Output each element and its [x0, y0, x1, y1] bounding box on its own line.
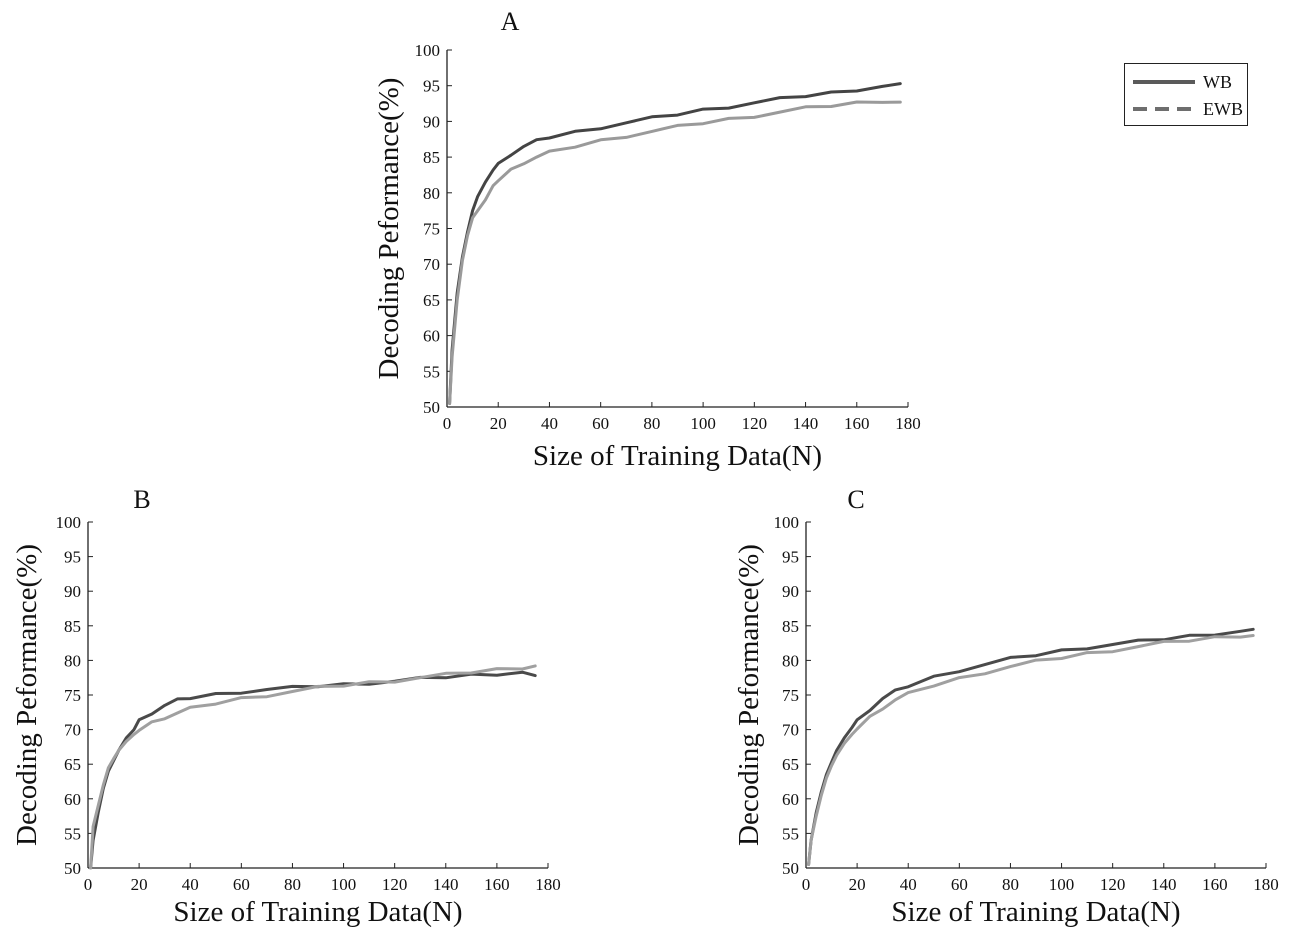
x-axis-label-c: Size of Training Data(N) — [891, 896, 1180, 928]
y-tick-label-c: 75 — [782, 686, 799, 705]
y-tick-label-b: 100 — [56, 513, 82, 532]
x-tick-label-c: 40 — [900, 875, 917, 894]
y-tick-label-a: 90 — [423, 112, 440, 131]
x-tick-label-a: 160 — [844, 414, 870, 433]
x-tick-label-a: 80 — [643, 414, 660, 433]
y-tick-label-b: 65 — [64, 755, 81, 774]
y-tick-label-c: 85 — [782, 617, 799, 636]
y-tick-label-b: 55 — [64, 824, 81, 843]
x-axis-label-b: Size of Training Data(N) — [173, 896, 462, 928]
chart-panel-a: 0 20 40 60 80 100 120 140 160 180 50 55 60 65 70 75 80 85… — [373, 7, 921, 472]
series-line-wb-b — [89, 670, 537, 870]
y-tick-label-b: 80 — [64, 651, 81, 670]
x-axis-label-a: Size of Training Data(N) — [533, 440, 822, 472]
y-tick-label-b: 75 — [64, 686, 81, 705]
y-tick-label-a: 100 — [415, 41, 441, 60]
y-tick-label-b: 60 — [64, 790, 81, 809]
legend-swatch-wb — [1133, 80, 1195, 84]
x-tick-label-a: 40 — [541, 414, 558, 433]
legend-entry-wb: WB — [1133, 68, 1232, 96]
y-tick-label-c: 95 — [782, 548, 799, 567]
x-tick-label-c: 140 — [1151, 875, 1177, 894]
y-tick-label-a: 65 — [423, 291, 440, 310]
y-axis-label-b: Decoding Peformance(%) — [11, 544, 43, 846]
x-tick-label-b: 140 — [433, 875, 459, 894]
x-tick-label-b: 0 — [84, 875, 93, 894]
x-tick-label-a: 180 — [895, 414, 921, 433]
x-tick-label-c: 80 — [1002, 875, 1019, 894]
y-tick-label-a: 70 — [423, 255, 440, 274]
y-tick-label-c: 65 — [782, 755, 799, 774]
x-tick-label-b: 80 — [284, 875, 301, 894]
y-tick-label-a: 80 — [423, 184, 440, 203]
chart-panel-c: 0 20 40 60 80 100 120 140 160 180 50 55 60 65 70 75 80 85… — [733, 485, 1279, 928]
y-tick-label-a: 50 — [423, 398, 440, 417]
y-tick-label-c: 80 — [782, 651, 799, 670]
x-tick-label-c: 0 — [802, 875, 811, 894]
x-tick-label-b: 160 — [484, 875, 510, 894]
legend-label-wb: WB — [1203, 71, 1232, 92]
panel-title-a: A — [501, 7, 520, 36]
y-tick-label-b: 90 — [64, 582, 81, 601]
x-tick-label-b: 100 — [331, 875, 357, 894]
x-tick-label-b: 180 — [535, 875, 561, 894]
x-tick-label-a: 0 — [443, 414, 452, 433]
x-tick-label-c: 120 — [1100, 875, 1126, 894]
legend-entry-ewb: EWB — [1133, 95, 1243, 123]
x-tick-label-b: 60 — [233, 875, 250, 894]
x-tick-label-c: 60 — [951, 875, 968, 894]
y-tick-label-c: 50 — [782, 859, 799, 878]
legend-label-ewb: EWB — [1203, 98, 1243, 119]
x-tick-label-c: 180 — [1253, 875, 1279, 894]
y-tick-label-a: 95 — [423, 77, 440, 96]
y-tick-label-c: 70 — [782, 721, 799, 740]
y-tick-label-c: 100 — [774, 513, 800, 532]
series-line-ewb-c — [807, 634, 1255, 866]
chart-panel-b: 0 20 40 60 80 100 120 140 160 180 50 55 60 65 70 75 80 85… — [11, 485, 561, 928]
y-tick-label-b: 50 — [64, 859, 81, 878]
y-tick-label-b: 95 — [64, 548, 81, 567]
x-tick-label-a: 20 — [490, 414, 507, 433]
y-tick-label-a: 75 — [423, 220, 440, 239]
x-tick-label-c: 20 — [849, 875, 866, 894]
x-tick-label-a: 120 — [742, 414, 768, 433]
x-tick-label-b: 120 — [382, 875, 408, 894]
x-tick-label-a: 60 — [592, 414, 609, 433]
y-tick-label-b: 70 — [64, 721, 81, 740]
panel-title-c: C — [847, 485, 864, 514]
y-axis-label-c: Decoding Peformance(%) — [733, 544, 765, 846]
y-axis-label-a: Decoding Peformance(%) — [373, 78, 405, 380]
series-line-wb-a — [448, 82, 902, 405]
x-tick-label-b: 20 — [131, 875, 148, 894]
x-tick-label-c: 160 — [1202, 875, 1228, 894]
x-tick-label-b: 40 — [182, 875, 199, 894]
y-tick-label-a: 55 — [423, 362, 440, 381]
legend-swatch-ewb — [1133, 107, 1195, 111]
series-line-ewb-b — [89, 664, 537, 870]
y-tick-label-b: 85 — [64, 617, 81, 636]
y-tick-label-c: 55 — [782, 824, 799, 843]
chart-legend: WB EWB — [1124, 63, 1248, 126]
y-tick-label-c: 90 — [782, 582, 799, 601]
series-line-wb-c — [807, 627, 1255, 866]
x-tick-label-c: 100 — [1049, 875, 1075, 894]
x-tick-label-a: 140 — [793, 414, 819, 433]
series-line-ewb-a — [448, 100, 902, 405]
x-tick-label-a: 100 — [690, 414, 716, 433]
panel-title-b: B — [133, 485, 150, 514]
y-tick-label-c: 60 — [782, 790, 799, 809]
y-tick-label-a: 60 — [423, 327, 440, 346]
y-tick-label-a: 85 — [423, 148, 440, 167]
